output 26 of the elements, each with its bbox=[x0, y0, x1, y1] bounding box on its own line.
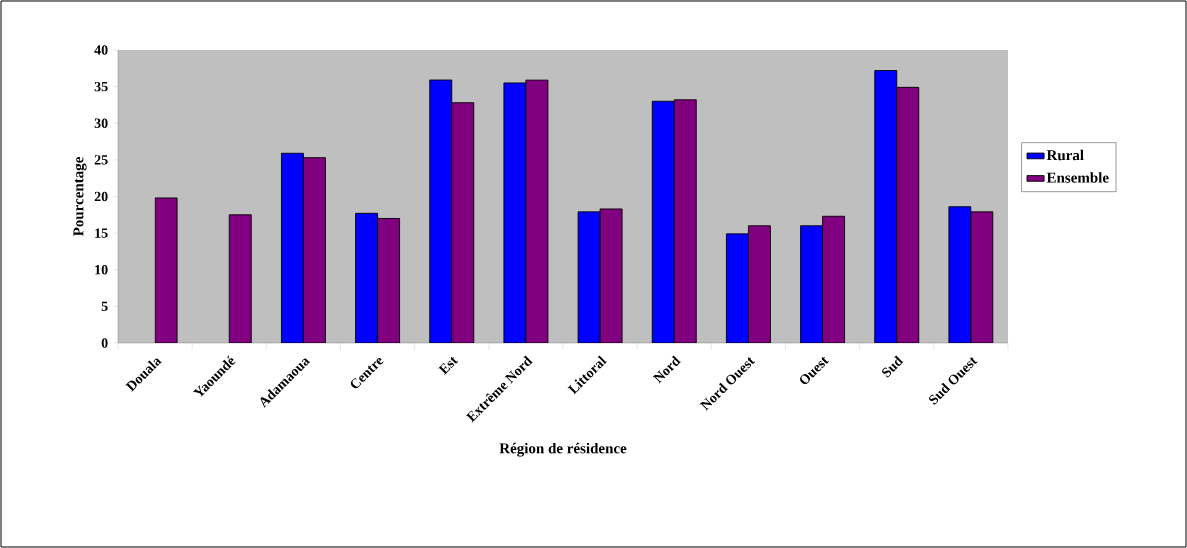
y-tick-label: 10 bbox=[95, 265, 108, 275]
y-tick-label: 15 bbox=[95, 228, 108, 238]
y-tick-label: 25 bbox=[94, 155, 108, 165]
bar bbox=[800, 225, 824, 343]
y-axis-title: Pourcentage bbox=[73, 157, 87, 237]
bar bbox=[228, 214, 252, 343]
bar bbox=[874, 70, 898, 343]
y-tick-label: 20 bbox=[94, 191, 108, 202]
bar bbox=[429, 79, 453, 343]
y-tick-label: 0 bbox=[101, 338, 108, 348]
bar bbox=[355, 212, 379, 343]
y-tick-label: 40 bbox=[94, 45, 108, 55]
bar bbox=[651, 100, 675, 343]
y-tick-label: 5 bbox=[101, 301, 108, 312]
legend-label: Rural bbox=[1046, 149, 1084, 161]
bar bbox=[503, 82, 527, 343]
bar bbox=[280, 152, 304, 343]
bar bbox=[725, 233, 749, 343]
x-tick-label: Est bbox=[438, 356, 459, 375]
x-tick-label: Sud bbox=[882, 355, 904, 378]
bar bbox=[948, 206, 972, 343]
bar bbox=[154, 197, 178, 343]
y-tick-label: 30 bbox=[94, 118, 108, 128]
x-axis-title: Région de résidence bbox=[499, 442, 627, 457]
y-tick-label: 35 bbox=[94, 81, 108, 92]
legend-label: Ensemble bbox=[1046, 172, 1109, 183]
